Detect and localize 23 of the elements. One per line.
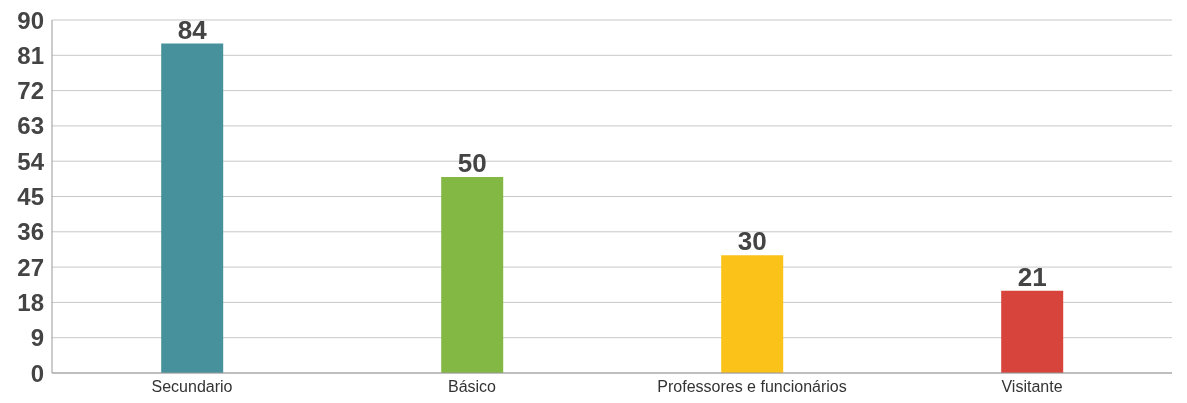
bar <box>1001 290 1064 373</box>
y-tick-label: 9 <box>30 324 44 352</box>
y-tick-label: 0 <box>30 359 44 387</box>
x-tick-label: Básico <box>447 378 497 396</box>
y-tick-label: 63 <box>17 112 44 140</box>
y-tick-label: 36 <box>17 218 44 246</box>
data-label: 30 <box>737 226 767 257</box>
bar <box>441 176 504 373</box>
y-tick-label: 90 <box>17 6 44 34</box>
bar <box>161 43 224 373</box>
y-tick-label: 72 <box>17 77 44 105</box>
data-label: 21 <box>1017 261 1047 292</box>
y-tick-label: 18 <box>17 288 44 316</box>
y-tick-label: 45 <box>17 183 44 211</box>
x-tick-label: Secundario <box>151 378 233 396</box>
x-tick-label: Professores e funcionários <box>657 378 847 396</box>
x-tick-label: Visitante <box>1001 378 1063 396</box>
data-label: 50 <box>457 147 487 178</box>
data-label: 84 <box>177 14 208 45</box>
y-tick-label: 27 <box>17 253 44 281</box>
y-tick-label: 81 <box>17 41 44 69</box>
y-tick-label: 54 <box>17 147 45 175</box>
bar <box>721 255 784 373</box>
